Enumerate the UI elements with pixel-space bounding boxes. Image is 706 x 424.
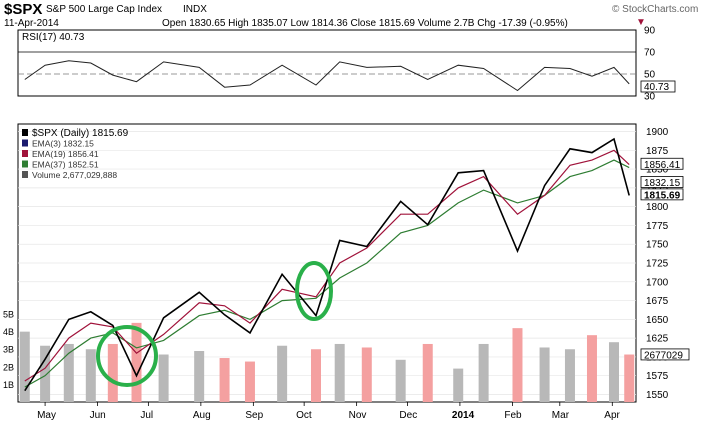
right-label-ema3: 1832.15 — [644, 178, 681, 189]
highlight-circle-october — [295, 261, 333, 321]
volume-bar — [194, 351, 205, 402]
price-tick-label: 1550 — [646, 390, 669, 401]
change-down-marker: ▼ — [636, 17, 646, 28]
right-label-box-close — [640, 188, 684, 201]
volume-bar — [40, 345, 51, 402]
x-axis-label: Sep — [245, 410, 263, 421]
highlight-circle-june — [96, 325, 158, 387]
volume-bar — [244, 361, 255, 402]
right-label-box-volume — [640, 348, 690, 361]
x-axis-label: Jun — [90, 410, 106, 421]
x-axis-label: Oct — [296, 410, 312, 421]
volume-bar — [63, 343, 74, 402]
x-axis-label: Feb — [504, 410, 522, 421]
x-axis-label: Nov — [349, 410, 367, 421]
legend-swatch-ema19 — [22, 150, 28, 157]
price-tick-label: 1900 — [646, 127, 669, 138]
legend-label-ema19: EMA(19) 1856.41 — [32, 149, 99, 159]
volume-bar — [310, 349, 321, 402]
right-label-ema19: 1856.41 — [644, 160, 681, 171]
x-axis-label: Apr — [604, 410, 620, 421]
price-tick-label: 1725 — [646, 259, 669, 270]
index-exchange: INDX — [183, 4, 207, 15]
volume-bar — [453, 368, 464, 402]
legend-swatch-ema37 — [22, 160, 28, 168]
right-label-box-ema19 — [640, 157, 684, 170]
price-tick-label: 1750 — [646, 240, 669, 251]
x-axis-label: 2014 — [452, 410, 475, 421]
price-tick-label: 1675 — [646, 296, 669, 307]
price-tick-label: 1800 — [646, 202, 669, 213]
x-axis-label: Jul — [140, 410, 153, 421]
volume-bar — [608, 342, 619, 402]
price-tick-label: 1700 — [646, 277, 669, 288]
copyright-label: © StockCharts.com — [612, 4, 699, 15]
rsi-legend: RSI(17) 40.73 — [22, 32, 85, 43]
volume-tick-label: 3B — [3, 345, 14, 355]
volume-bar — [334, 343, 345, 402]
volume-bar — [19, 331, 30, 402]
symbol-title: $SPX — [4, 1, 43, 18]
rsi-tick-label: 70 — [644, 48, 656, 59]
rsi-last-value: 40.73 — [644, 82, 669, 93]
legend-swatch-volume — [22, 171, 28, 178]
rsi-tick-label: 90 — [644, 26, 656, 37]
volume-bar — [512, 328, 523, 402]
volume-bar — [158, 354, 169, 402]
volume-bar — [478, 343, 489, 402]
rsi-tick-label: 50 — [644, 70, 656, 81]
right-label-volume: 2677029 — [644, 350, 683, 361]
volume-bar — [131, 322, 142, 402]
legend-label-spx: $SPX (Daily) 1815.69 — [32, 128, 129, 139]
volume-bar — [277, 345, 288, 402]
legend-label-volume: Volume 2,677,029,888 — [32, 170, 117, 180]
right-label-box-ema3 — [640, 176, 684, 188]
legend-label-ema37: EMA(37) 1852.51 — [32, 160, 99, 170]
legend-swatch-spx — [22, 129, 28, 136]
volume-tick-label: 4B — [3, 327, 14, 337]
price-tick-label: 1850 — [646, 165, 669, 176]
x-axis-label: Mar — [552, 410, 570, 421]
volume-bar — [107, 343, 118, 402]
volume-bar — [361, 347, 372, 402]
legend-label-ema3: EMA(3) 1832.15 — [32, 139, 94, 149]
volume-tick-label: 5B — [3, 310, 14, 320]
volume-tick-label: 1B — [3, 380, 14, 390]
volume-bar — [624, 354, 635, 402]
rsi-panel-frame — [17, 29, 637, 97]
rsi-line — [24, 60, 630, 92]
volume-bar — [395, 359, 406, 402]
right-label-close: 1815.69 — [644, 190, 681, 201]
price-tick-label: 1625 — [646, 334, 669, 345]
ohlc-summary: Open 1830.65 High 1835.07 Low 1814.36 Cl… — [162, 18, 568, 29]
volume-bar — [539, 347, 550, 402]
legend-swatch-ema3 — [22, 139, 28, 147]
x-axis-label: Aug — [193, 410, 211, 421]
rsi-tick-label: 30 — [644, 92, 656, 103]
volume-bar — [219, 358, 230, 402]
chart-date: 11-Apr-2014 — [4, 18, 59, 29]
volume-bar — [85, 349, 96, 402]
volume-tick-label: 2B — [3, 362, 14, 372]
volume-bar — [422, 343, 433, 402]
price-tick-label: 1650 — [646, 315, 669, 326]
x-axis-label: May — [37, 410, 56, 421]
volume-bar — [564, 349, 575, 402]
volume-bar — [586, 335, 597, 402]
price-tick-label: 1775 — [646, 221, 669, 232]
x-axis-label: Dec — [399, 410, 417, 421]
chart-header: $SPX S&P 500 Large Cap Index INDX 11-Apr… — [0, 0, 706, 30]
price-tick-label: 1875 — [646, 146, 669, 157]
index-name: S&P 500 Large Cap Index — [46, 4, 163, 15]
price-tick-label: 1575 — [646, 371, 669, 382]
rsi-last-value-box — [640, 80, 676, 93]
